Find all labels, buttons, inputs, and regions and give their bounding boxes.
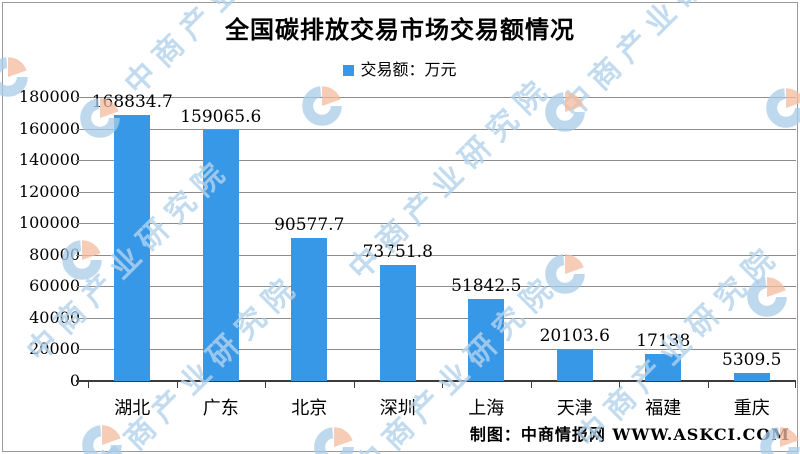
bar xyxy=(645,353,682,381)
bar xyxy=(202,130,239,381)
x-axis-tick xyxy=(530,381,532,388)
x-axis-tick xyxy=(88,381,89,388)
bar xyxy=(468,299,505,381)
x-category-label: 天津 xyxy=(556,398,593,419)
bar-column: 159065.6 广东 xyxy=(177,97,266,419)
y-tick-label: 140000 xyxy=(18,150,80,170)
bar-value-label: 90577.7 xyxy=(274,215,345,236)
bar-column: 17138 福建 xyxy=(619,97,708,419)
x-axis-tick xyxy=(265,381,266,388)
bar-columns: 168834.7 湖北 159065.6 广东 90577.7 北京 73751.8 深圳 51… xyxy=(88,92,797,419)
bar-column: 168834.7 湖北 xyxy=(88,92,177,419)
gridline xyxy=(76,223,796,225)
bar-value-label: 17138 xyxy=(636,330,691,351)
bar-value-label: 5309.5 xyxy=(722,349,782,370)
watermark-logo-icon xyxy=(80,423,124,454)
x-axis-tick xyxy=(619,381,620,388)
x-category-label: 福建 xyxy=(645,398,682,419)
bar-value-label: 73751.8 xyxy=(362,241,433,262)
bar-value-label: 20103.6 xyxy=(539,326,610,347)
bar-value-label: 51842.5 xyxy=(451,276,522,297)
y-tick-label: 80000 xyxy=(29,244,80,264)
watermark-logo-icon xyxy=(312,425,356,454)
x-category-label: 广东 xyxy=(202,398,239,419)
bar-column: 90577.7 北京 xyxy=(265,97,354,419)
gridline xyxy=(76,349,796,351)
y-tick-label: 160000 xyxy=(18,118,80,138)
x-axis-tick xyxy=(176,381,178,388)
x-axis-tick xyxy=(795,381,796,388)
plot-area: 168834.7 湖北 159065.6 广东 90577.7 北京 73751.8 深圳 51… xyxy=(76,92,797,419)
y-tick-label: 20000 xyxy=(29,339,80,359)
y-axis: 180000 160000 140000 120000 100000 80000 60000… xyxy=(0,87,80,390)
gridline xyxy=(76,317,796,319)
bar-column: 73751.8 深圳 xyxy=(354,97,443,419)
bar-column: 51842.5 上海 xyxy=(442,97,531,419)
bar xyxy=(733,372,770,381)
y-tick-label: 180000 xyxy=(18,87,80,106)
x-axis-tick xyxy=(442,381,443,388)
bar-column: 5309.5 重庆 xyxy=(708,97,797,419)
x-axis-line xyxy=(76,380,796,382)
legend: 交易额：万元 xyxy=(0,56,800,80)
bar xyxy=(379,264,416,381)
gridline xyxy=(76,254,796,256)
bar-value-label: 168834.7 xyxy=(91,91,173,112)
bar xyxy=(114,114,151,381)
x-axis-tick xyxy=(707,381,709,388)
gridline xyxy=(76,128,796,130)
x-category-label: 湖北 xyxy=(114,398,151,419)
y-tick-label: 60000 xyxy=(29,276,80,296)
gridline xyxy=(76,97,796,98)
x-category-label: 深圳 xyxy=(379,398,416,419)
x-category-label: 北京 xyxy=(291,398,328,419)
y-tick-label: 100000 xyxy=(18,213,80,233)
x-axis-tick xyxy=(353,381,355,388)
legend-label: 交易额：万元 xyxy=(360,60,457,79)
gridline xyxy=(76,286,796,288)
source-credit: 制图：中商情报网 WWW.ASKCI.COM xyxy=(469,425,790,444)
y-tick-label: 40000 xyxy=(29,307,80,327)
gridline xyxy=(76,160,796,162)
bar xyxy=(556,349,593,381)
x-category-label: 上海 xyxy=(468,398,505,419)
bar xyxy=(291,238,328,381)
legend-swatch-icon xyxy=(343,65,355,76)
bar-value-label: 159065.6 xyxy=(180,107,262,128)
gridline xyxy=(76,191,796,193)
y-tick-label: 120000 xyxy=(18,181,80,201)
x-category-label: 重庆 xyxy=(733,398,770,419)
bar-column: 20103.6 天津 xyxy=(531,97,620,419)
chart-title: 全国碳排放交易市场交易额情况 xyxy=(225,15,575,44)
y-tick-label: 0 xyxy=(69,371,80,390)
